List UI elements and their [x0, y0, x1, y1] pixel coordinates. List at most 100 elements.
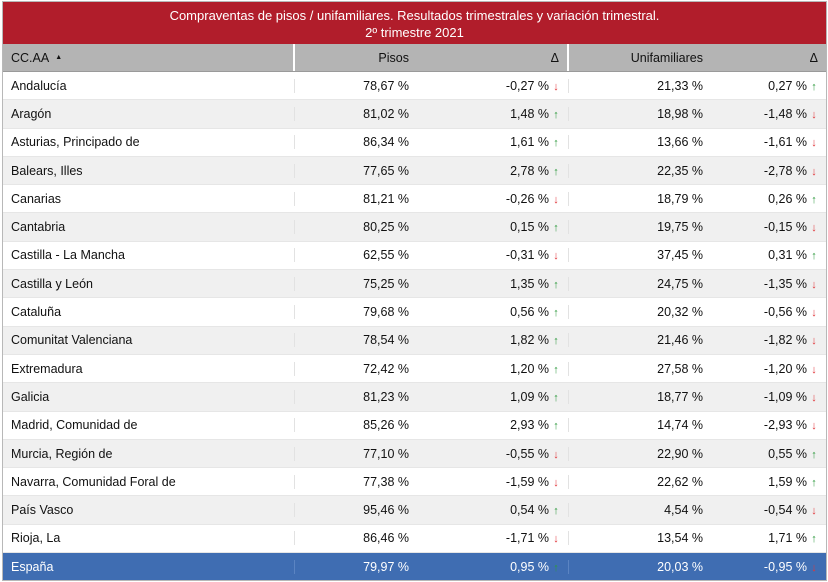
unifamiliares-delta-text: 0,55 % — [768, 446, 807, 461]
table-row: Aragón 81,02 % 1,48 % ↑ 18,98 % -1,48 % ↓ — [3, 100, 826, 129]
pisos-value: 79,97 % — [295, 560, 417, 574]
table-row: Andalucía 78,67 % -0,27 % ↓ 21,33 % 0,27 % ↑ — [3, 72, 826, 101]
pisos-delta: 1,09 % ↑ — [417, 389, 569, 404]
arrow-up-icon: ↑ — [553, 391, 559, 404]
arrow-down-icon: ↓ — [811, 222, 817, 235]
pisos-value-text: 85,26 % — [363, 418, 409, 433]
unifamiliares-value: 13,54 % — [569, 531, 711, 545]
table-row: Cantabria 80,25 % 0,15 % ↑ 19,75 % -0,15 % ↓ — [3, 213, 826, 242]
column-header-unifamiliares-delta[interactable]: Δ — [809, 50, 818, 65]
table-row: Madrid, Comunidad de 85,26 % 2,93 % ↑ 14,74 … — [3, 412, 826, 440]
arrow-down-icon: ↓ — [553, 193, 559, 206]
pisos-delta: 0,56 % ↑ — [417, 305, 569, 320]
column-header-ccaa[interactable]: CC.AA ▲ — [3, 44, 295, 71]
arrow-down-icon: ↓ — [811, 562, 817, 575]
arrow-down-icon: ↓ — [553, 80, 559, 93]
unifamiliares-delta: 0,27 % ↑ — [711, 79, 826, 93]
unifamiliares-delta: 1,59 % ↑ — [711, 475, 826, 489]
pisos-value-text: 78,54 % — [363, 333, 409, 348]
pisos-delta: 1,82 % ↑ — [417, 333, 569, 348]
unifamiliares-value: 24,75 % — [569, 277, 711, 291]
unifamiliares-value: 18,79 % — [569, 192, 711, 206]
arrow-up-icon: ↑ — [553, 562, 559, 575]
region-name: Andalucía — [3, 78, 295, 93]
arrow-up-icon: ↑ — [811, 80, 817, 93]
pisos-delta: 1,35 % ↑ — [417, 276, 569, 291]
unifamiliares-value: 22,35 % — [569, 164, 711, 178]
pisos-delta-text: -0,31 % — [505, 248, 549, 263]
region-name-text: Navarra, Comunidad Foral de — [11, 474, 176, 489]
region-name: España — [3, 560, 295, 575]
table-row: País Vasco 95,46 % 0,54 % ↑ 4,54 % -0,54 % ↓ — [3, 496, 826, 525]
region-name-text: Rioja, La — [11, 531, 61, 546]
column-header-ccaa-label: CC.AA — [11, 50, 50, 65]
arrow-up-icon: ↑ — [553, 108, 559, 121]
pisos-value: 72,42 % — [295, 362, 417, 376]
pisos-value-text: 86,46 % — [363, 531, 409, 546]
title-line-2: 2º trimestre 2021 — [365, 25, 464, 40]
region-name: Cataluña — [3, 305, 295, 320]
region-name-text: País Vasco — [11, 503, 74, 518]
arrow-down-icon: ↓ — [553, 250, 559, 263]
region-name-text: Castilla y León — [11, 276, 93, 291]
region-name: Castilla - La Mancha — [3, 248, 295, 263]
table-row: Comunitat Valenciana 78,54 % 1,82 % ↑ 21,46 … — [3, 326, 826, 355]
region-name: Balears, Illes — [3, 163, 295, 178]
pisos-delta-text: 0,95 % — [510, 560, 549, 575]
pisos-value-text: 77,65 % — [363, 163, 409, 178]
arrow-down-icon: ↓ — [811, 307, 817, 320]
pisos-delta-text: 1,82 % — [510, 333, 549, 348]
table-row: Rioja, La 86,46 % -1,71 % ↓ 13,54 % 1,71 % ↑ — [3, 525, 826, 554]
pisos-delta-text: -0,27 % — [505, 78, 549, 93]
unifamiliares-delta: -1,48 % ↓ — [711, 107, 826, 121]
pisos-delta-text: -1,71 % — [505, 531, 549, 546]
unifamiliares-delta-text: -2,93 % — [763, 418, 807, 433]
unifamiliares-delta-text: -1,48 % — [763, 106, 807, 121]
arrow-down-icon: ↓ — [811, 505, 817, 518]
unifamiliares-delta: -1,82 % ↓ — [711, 333, 826, 347]
unifamiliares-delta-text: -0,56 % — [763, 305, 807, 320]
table-row: Castilla - La Mancha 62,55 % -0,31 % ↓ 37,45… — [3, 242, 826, 271]
arrow-up-icon: ↑ — [553, 222, 559, 235]
region-name-text: Canarias — [11, 191, 62, 206]
unifamiliares-value-text: 18,77 % — [657, 389, 703, 404]
unifamiliares-delta-text: -0,54 % — [763, 503, 807, 518]
unifamiliares-value-text: 19,75 % — [657, 220, 703, 235]
unifamiliares-value-text: 13,54 % — [657, 531, 703, 546]
column-header-unifamiliares[interactable]: Unifamiliares — [630, 50, 703, 65]
table-row: Asturias, Principado de 86,34 % 1,61 % ↑ 13,… — [3, 129, 826, 157]
unifamiliares-value: 4,54 % — [569, 503, 711, 517]
region-name-text: Madrid, Comunidad de — [11, 418, 138, 433]
unifamiliares-delta: 1,71 % ↑ — [711, 531, 826, 545]
table-row: Balears, Illes 77,65 % 2,78 % ↑ 22,35 % -2,78… — [3, 156, 826, 186]
arrow-up-icon: ↑ — [553, 505, 559, 518]
pisos-value-text: 81,23 % — [363, 389, 409, 404]
region-name-text: Murcia, Región de — [11, 446, 113, 461]
pisos-value-text: 80,25 % — [363, 220, 409, 235]
pisos-value-text: 86,34 % — [363, 135, 409, 150]
arrow-down-icon: ↓ — [811, 108, 817, 121]
unifamiliares-delta: -1,61 % ↓ — [711, 135, 826, 149]
sort-ascending-icon[interactable]: ▲ — [55, 54, 63, 61]
pisos-value-text: 77,10 % — [363, 446, 409, 461]
table-row: Canarias 81,21 % -0,26 % ↓ 18,79 % 0,26 % ↑ — [3, 185, 826, 214]
unifamiliares-delta: -1,20 % ↓ — [711, 362, 826, 376]
table-row-total: España 79,97 % 0,95 % ↑ 20,03 % -0,95 % ↓ — [3, 553, 826, 580]
unifamiliares-value-text: 18,79 % — [657, 191, 703, 206]
column-header-pisos[interactable]: Pisos — [378, 50, 409, 65]
column-header-pisos-delta[interactable]: Δ — [417, 44, 569, 71]
unifamiliares-delta: -0,56 % ↓ — [711, 305, 826, 319]
pisos-delta: 0,95 % ↑ — [417, 560, 569, 575]
pisos-value-text: 78,67 % — [363, 78, 409, 93]
pisos-value-text: 81,21 % — [363, 191, 409, 206]
unifamiliares-delta: -1,09 % ↓ — [711, 390, 826, 404]
region-name: Navarra, Comunidad Foral de — [3, 474, 295, 489]
pisos-value: 95,46 % — [295, 503, 417, 517]
pisos-value-text: 81,02 % — [363, 106, 409, 121]
arrow-down-icon: ↓ — [811, 278, 817, 291]
unifamiliares-value: 13,66 % — [569, 135, 711, 149]
arrow-down-icon: ↓ — [553, 476, 559, 489]
pisos-value-text: 79,97 % — [363, 560, 409, 575]
pisos-value-text: 62,55 % — [363, 248, 409, 263]
region-name-text: Comunitat Valenciana — [11, 333, 133, 348]
